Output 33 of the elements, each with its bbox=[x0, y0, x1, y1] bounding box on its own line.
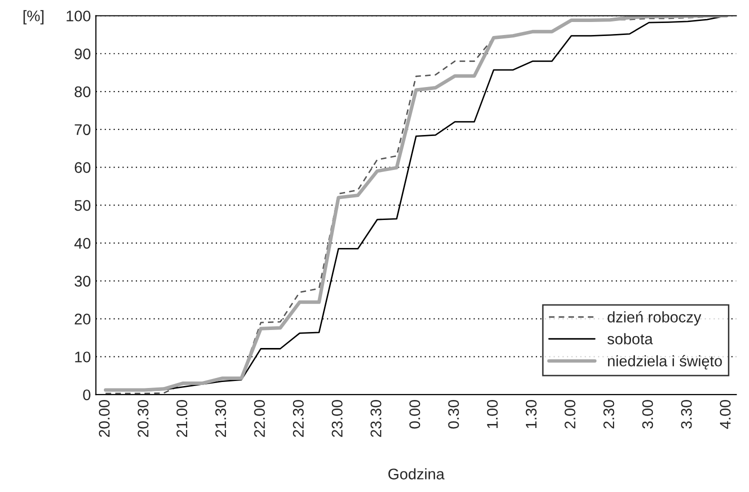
y-tick-label: 90 bbox=[74, 48, 90, 60]
legend-label: sobota bbox=[607, 333, 653, 344]
legend-label: dzień roboczy bbox=[608, 311, 702, 326]
y-tick-label: 70 bbox=[74, 124, 90, 136]
y-tick-label: 10 bbox=[75, 352, 90, 362]
y-tick-label: 20 bbox=[74, 314, 90, 324]
legend-label: niedziela i święto bbox=[608, 355, 722, 370]
x-tick-label: 23.30 bbox=[370, 400, 382, 437]
y-tick-label: 50 bbox=[74, 200, 90, 211]
x-tick-label: 20.00 bbox=[98, 400, 110, 437]
x-tick-label: 1.30 bbox=[526, 400, 537, 428]
x-tick-label: 0.30 bbox=[448, 400, 459, 429]
y-tick-label: 30 bbox=[74, 276, 90, 287]
x-tick-label: 23.00 bbox=[332, 400, 343, 437]
y-tick-label: 40 bbox=[74, 238, 90, 249]
x-tick-label: 4.00 bbox=[720, 400, 731, 429]
y-tick-label: 80 bbox=[74, 86, 90, 98]
x-tick-label: 2.00 bbox=[564, 400, 576, 428]
x-tick-label: 3.30 bbox=[681, 400, 692, 429]
x-tick-label: 2.30 bbox=[603, 400, 614, 428]
x-tick-label: 3.00 bbox=[642, 400, 654, 429]
y-tick-label: 0 bbox=[83, 389, 90, 400]
x-axis-title: Godzina bbox=[388, 468, 445, 480]
y-tick-label: 60 bbox=[74, 162, 90, 173]
x-tick-label: 1.00 bbox=[486, 400, 498, 428]
y-axis-title: [%] bbox=[24, 10, 44, 24]
x-tick-label: 22.30 bbox=[292, 400, 304, 437]
x-tick-label: 21.00 bbox=[176, 400, 188, 437]
x-tick-label: 22.00 bbox=[254, 400, 265, 437]
x-tick-label: 20.30 bbox=[138, 400, 148, 437]
x-tick-label: 21.30 bbox=[215, 400, 226, 437]
x-tick-label: 0.00 bbox=[409, 400, 420, 429]
y-tick-label: 100 bbox=[66, 10, 90, 22]
